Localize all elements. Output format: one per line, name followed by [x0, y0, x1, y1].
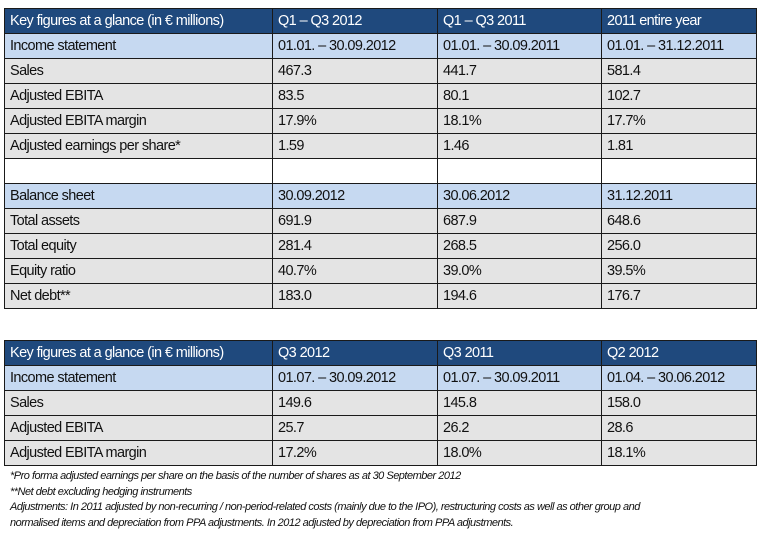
cell-value: 17.2%: [272, 440, 438, 466]
row-label: Total assets: [4, 208, 273, 234]
footnotes: *Pro forma adjusted earnings per share o…: [10, 469, 640, 531]
cell-value: 40.7%: [272, 258, 438, 284]
cell-value: [601, 158, 757, 184]
table-row: Sales 149.6 145.8 158.0: [4, 390, 757, 416]
section-row: Income statement 01.01. – 30.09.2012 01.01…: [4, 33, 757, 59]
cell-value: 80.1: [437, 83, 602, 109]
cell-value: 39.5%: [601, 258, 757, 284]
cell-value: 1.46: [437, 133, 602, 159]
row-label: Sales: [4, 390, 273, 416]
cell-value: [272, 158, 438, 184]
cell-value: 467.3: [272, 58, 438, 84]
row-label: Key figures at a glance (in € millions): [4, 8, 273, 34]
cell-value: 39.0%: [437, 258, 602, 284]
cell-value: 30.09.2012: [272, 183, 438, 209]
table-row: Adjusted EBITA margin 17.9% 18.1% 17.7%: [4, 108, 757, 134]
cell-value: 648.6: [601, 208, 757, 234]
row-label: Adjusted EBITA margin: [4, 108, 273, 134]
cell-value: 31.12.2011: [601, 183, 757, 209]
cell-value: 17.9%: [272, 108, 438, 134]
key-figures-table-9m: Key figures at a glance (in € millions) Q…: [4, 8, 757, 309]
cell-value: 1.81: [601, 133, 757, 159]
row-label: Total equity: [4, 233, 273, 259]
section-row: Balance sheet 30.09.2012 30.06.2012 31.12.2…: [4, 183, 757, 209]
cell-value: 25.7: [272, 415, 438, 441]
row-label: Net debt**: [4, 283, 273, 309]
cell-value: 194.6: [437, 283, 602, 309]
cell-value: 01.01. – 31.12.2011: [601, 33, 757, 59]
footnote: *Pro forma adjusted earnings per share o…: [10, 470, 461, 482]
cell-value: 01.07. – 30.09.2012: [272, 365, 438, 391]
row-label: Adjusted EBITA: [4, 415, 273, 441]
row-label: Income statement: [4, 33, 273, 59]
cell-value: 26.2: [437, 415, 602, 441]
cell-value: 18.1%: [601, 440, 757, 466]
cell-value: 01.04. – 30.06.2012: [601, 365, 757, 391]
cell-value: 256.0: [601, 233, 757, 259]
cell-value: 145.8: [437, 390, 602, 416]
cell-value: 183.0: [272, 283, 438, 309]
table-row: [4, 158, 757, 184]
cell-value: Q2 2012: [601, 340, 757, 366]
cell-value: 01.01. – 30.09.2011: [437, 33, 602, 59]
cell-value: 176.7: [601, 283, 757, 309]
table-row: Adjusted earnings per share* 1.59 1.46 1.81: [4, 133, 757, 159]
table-row: Equity ratio 40.7% 39.0% 39.5%: [4, 258, 757, 284]
cell-value: 30.06.2012: [437, 183, 602, 209]
cell-value: 18.0%: [437, 440, 602, 466]
table-row: Total equity 281.4 268.5 256.0: [4, 233, 757, 259]
cell-value: 149.6: [272, 390, 438, 416]
cell-value: 28.6: [601, 415, 757, 441]
table-row: Sales 467.3 441.7 581.4: [4, 58, 757, 84]
table-row: Adjusted EBITA 25.7 26.2 28.6: [4, 415, 757, 441]
row-label: Sales: [4, 58, 273, 84]
cell-value: 01.07. – 30.09.2011: [437, 365, 602, 391]
cell-value: Q1 – Q3 2012: [272, 8, 438, 34]
table-row: Net debt** 183.0 194.6 176.7: [4, 283, 757, 309]
cell-value: 441.7: [437, 58, 602, 84]
table-row: Adjusted EBITA margin 17.2% 18.0% 18.1%: [4, 440, 757, 466]
footnote: Adjustments: In 2011 adjusted by non-rec…: [10, 501, 640, 513]
section-row: Income statement 01.07. – 30.09.2012 01.07…: [4, 365, 757, 391]
header-row: Key figures at a glance (in € millions) Q…: [4, 340, 757, 366]
cell-value: [437, 158, 602, 184]
cell-value: 281.4: [272, 233, 438, 259]
cell-value: Q3 2011: [437, 340, 602, 366]
cell-value: 18.1%: [437, 108, 602, 134]
row-label: Equity ratio: [4, 258, 273, 284]
table-row: Total assets 691.9 687.9 648.6: [4, 208, 757, 234]
cell-value: 268.5: [437, 233, 602, 259]
row-label: Adjusted earnings per share*: [4, 133, 273, 159]
cell-value: 687.9: [437, 208, 602, 234]
cell-value: 2011 entire year: [601, 8, 757, 34]
cell-value: 83.5: [272, 83, 438, 109]
row-label: Adjusted EBITA margin: [4, 440, 273, 466]
cell-value: Q1 – Q3 2011: [437, 8, 602, 34]
cell-value: 102.7: [601, 83, 757, 109]
cell-value: 1.59: [272, 133, 438, 159]
cell-value: 158.0: [601, 390, 757, 416]
cell-value: 581.4: [601, 58, 757, 84]
row-label: Balance sheet: [4, 183, 273, 209]
cell-value: 01.01. – 30.09.2012: [272, 33, 438, 59]
row-label: Income statement: [4, 365, 273, 391]
table-row: Adjusted EBITA 83.5 80.1 102.7: [4, 83, 757, 109]
footnote: normalised items and depreciation from P…: [10, 516, 514, 529]
row-label: [4, 158, 273, 184]
cell-value: Q3 2012: [272, 340, 438, 366]
cell-value: 691.9: [272, 208, 438, 234]
row-label: Key figures at a glance (in € millions): [4, 340, 273, 366]
header-row: Key figures at a glance (in € millions) Q…: [4, 8, 757, 34]
cell-value: 17.7%: [601, 108, 757, 134]
row-label: Adjusted EBITA: [4, 83, 273, 109]
footnote: **Net debt excluding hedging instruments: [10, 485, 192, 498]
key-figures-table-q3: Key figures at a glance (in € millions) Q…: [4, 340, 757, 466]
